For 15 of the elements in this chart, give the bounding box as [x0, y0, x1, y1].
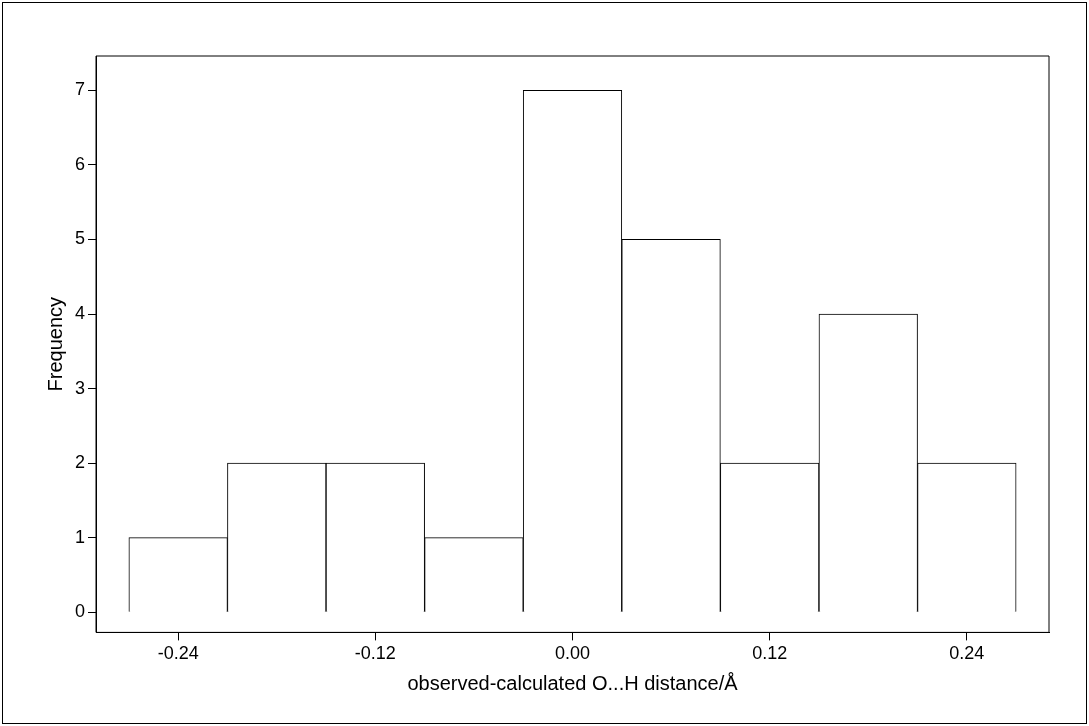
y-tick-label: 3 — [75, 377, 86, 398]
y-tick-label: 4 — [75, 302, 86, 323]
x-tick-label: -0.12 — [354, 643, 396, 664]
x-tick-label: 0.12 — [752, 643, 788, 664]
y-tick-label: 7 — [75, 79, 86, 100]
x-tick-label: 0.00 — [554, 643, 591, 664]
y-tick-label: 5 — [75, 228, 86, 249]
y-tick-label: 0 — [75, 601, 86, 622]
x-axis-title: observed-calculated O...H distance/Å — [407, 671, 739, 694]
x-tick-label: 0.24 — [949, 643, 985, 664]
y-tick-label: 6 — [75, 153, 86, 174]
y-tick-label: 1 — [75, 526, 86, 547]
y-tick-label: 2 — [75, 452, 86, 473]
y-axis-title: Frequency — [43, 296, 66, 392]
x-tick-label: -0.24 — [157, 643, 199, 664]
